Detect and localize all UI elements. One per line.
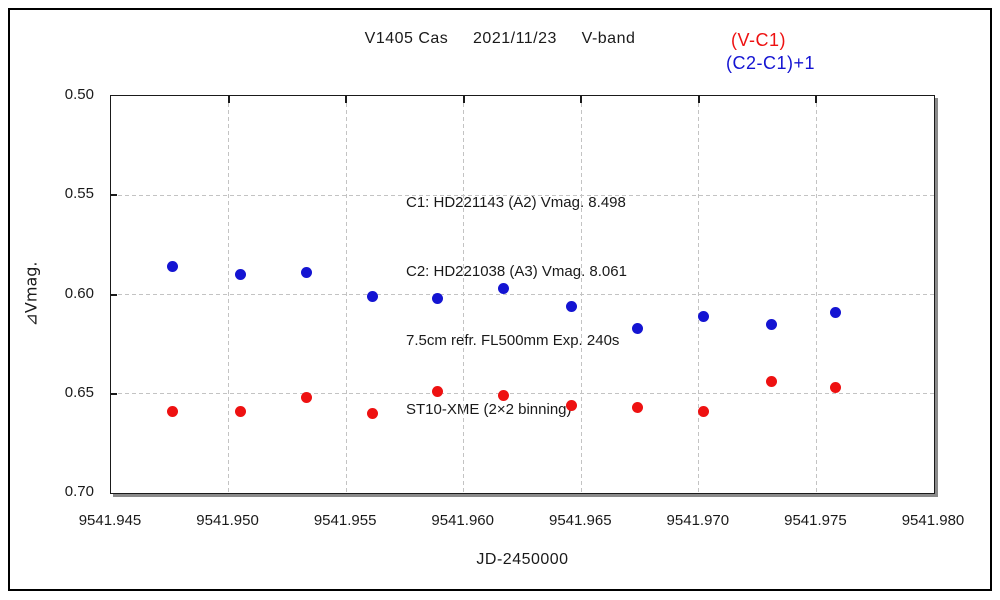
y-tick-label: 0.55: [64, 185, 94, 203]
x-axis-tick-mark: [462, 96, 465, 103]
data-point-v-c1: [366, 408, 378, 420]
y-tick-label: 0.50: [64, 86, 94, 103]
horizontal-gridline: [111, 393, 934, 395]
x-axis-label: JD-2450000: [476, 551, 569, 568]
chart-border: [8, 8, 992, 591]
data-point-v-c1: [566, 400, 578, 412]
annotation-line-telescope: 7.5cm refr. FL500mm Exp. 240s: [406, 332, 620, 349]
data-point-c2-c1: [166, 261, 178, 273]
annotation-line-c1: C1: HD221143 (A2) Vmag. 8.498: [406, 194, 626, 211]
x-tick-label: 9541.960: [431, 512, 494, 529]
annotation-line-camera: ST10-XME (2×2 binning): [406, 401, 572, 418]
data-point-c2-c1: [766, 318, 778, 330]
data-point-v-c1: [300, 392, 312, 404]
legend-entry-v-c1: (V-C1): [731, 30, 787, 50]
horizontal-gridline: [111, 294, 934, 295]
y-axis-tick-mark: [111, 194, 117, 197]
data-point-c2-c1: [234, 269, 246, 281]
x-axis-tick-mark: [815, 96, 818, 103]
data-point-v-c1: [166, 406, 178, 418]
data-point-c2-c1: [829, 306, 841, 318]
data-point-v-c1: [829, 382, 841, 394]
x-axis-tick-mark: [580, 96, 583, 103]
x-tick-label: 9541.980: [901, 512, 965, 529]
x-axis-tick-mark: [345, 96, 348, 103]
chart-title: V1405 Cas 2021/11/23 V-band: [364, 30, 636, 47]
x-tick-label: 9541.950: [196, 512, 259, 529]
data-point-c2-c1: [366, 290, 378, 302]
x-tick-label: 9541.965: [548, 512, 612, 529]
legend-entry-c2-c1: (C2-C1)+1: [726, 53, 816, 73]
y-tick-label: 0.65: [64, 383, 94, 401]
horizontal-gridline: [111, 194, 934, 196]
data-point-c2-c1: [432, 292, 444, 304]
annotation-block: C1: HD221143 (A2) Vmag. 8.498 C2: HD2210…: [406, 145, 627, 467]
y-tick-label: 0.60: [64, 284, 94, 302]
x-tick-label: 9541.975: [784, 512, 847, 529]
data-point-c2-c1: [566, 300, 578, 312]
x-tick-label: 9541.945: [78, 512, 142, 529]
x-axis-tick-mark: [697, 96, 700, 103]
data-point-c2-c1: [698, 310, 710, 322]
data-point-c2-c1: [300, 267, 312, 279]
x-tick-label: 9541.955: [313, 512, 377, 529]
y-axis-tick-mark: [111, 392, 117, 395]
plot-area: C1: HD221143 (A2) Vmag. 8.498 C2: HD2210…: [110, 95, 935, 494]
y-axis-tick-mark: [111, 293, 117, 296]
data-point-v-c1: [432, 386, 444, 398]
annotation-line-c2: C2: HD221038 (A3) Vmag. 8.061: [406, 263, 627, 280]
data-point-v-c1: [632, 402, 644, 414]
y-tick-label: 0.70: [64, 483, 94, 500]
data-point-c2-c1: [632, 322, 644, 334]
data-point-v-c1: [498, 390, 510, 402]
data-point-v-c1: [698, 406, 710, 418]
data-point-v-c1: [234, 406, 246, 418]
data-point-v-c1: [766, 376, 778, 388]
x-axis-tick-mark: [227, 96, 230, 103]
x-tick-label: 9541.970: [666, 512, 730, 529]
data-point-c2-c1: [498, 283, 510, 295]
